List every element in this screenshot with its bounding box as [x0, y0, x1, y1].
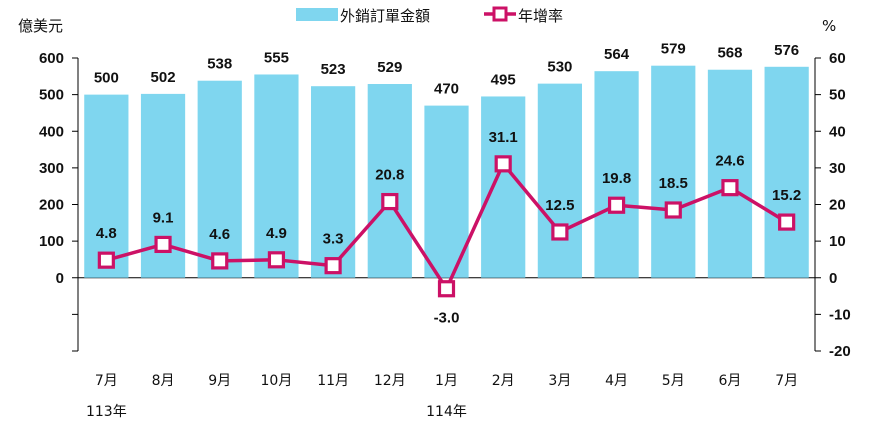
line-marker	[607, 196, 626, 214]
category-label: 7月	[775, 373, 798, 389]
line-value-label: 18.5	[659, 175, 688, 192]
legend-line-label: 年增率	[518, 7, 563, 25]
line-value-label: -3.0	[434, 310, 460, 327]
bar	[481, 96, 526, 278]
line-marker	[721, 179, 739, 197]
right-tick-label: 40	[829, 123, 846, 140]
line-value-label: 12.5	[545, 197, 574, 214]
left-tick-label: 500	[39, 87, 64, 104]
right-tick-label: 0	[829, 270, 837, 287]
legend-bar-swatch	[296, 8, 338, 21]
bar-value-label: 470	[434, 81, 459, 98]
bar-value-label: 568	[717, 45, 742, 62]
line-value-label: 15.2	[772, 187, 801, 204]
right-tick-label: -10	[829, 306, 851, 323]
category-label: 10月	[261, 373, 293, 389]
line-marker	[381, 192, 399, 211]
legend-bar-label: 外銷訂單金額	[340, 7, 430, 25]
category-label: 5月	[662, 373, 685, 389]
left-tick-label: 0	[56, 270, 64, 287]
legend: 外銷訂單金額 年增率	[296, 6, 563, 25]
category-label: 4月	[605, 373, 628, 389]
bar-value-label: 538	[207, 56, 232, 73]
bar	[651, 65, 696, 278]
line-series	[97, 155, 796, 298]
bar	[537, 83, 582, 278]
line-marker	[211, 252, 229, 270]
category-label: 7月	[95, 373, 118, 389]
category-labels: 7月 8月 9月 10月 11月 12月 1月 2月 3月 4月 5月 6月 7月 113年 114年	[86, 373, 798, 420]
category-label: 3月	[548, 373, 571, 389]
line-marker	[154, 235, 172, 254]
legend-line-marker	[492, 6, 508, 22]
category-label: 6月	[719, 373, 742, 389]
year-label: 113年	[86, 404, 127, 420]
bar	[84, 94, 129, 278]
category-label: 8月	[152, 373, 175, 389]
bar	[594, 71, 639, 278]
line-marker	[494, 155, 512, 173]
bar-value-label: 579	[661, 41, 686, 58]
category-label: 11月	[317, 373, 349, 389]
bar-value-label: 555	[264, 49, 289, 66]
left-tick-label: 300	[39, 160, 64, 177]
right-tick-label: 30	[829, 160, 846, 177]
line-marker	[267, 251, 286, 269]
axes: 0 100 200 300 400 500 600 -20 -10 0 10 20 30 40 50 60	[39, 50, 851, 360]
bar-value-label: 529	[377, 59, 402, 76]
bar	[311, 86, 356, 278]
bar	[424, 105, 469, 278]
right-tick-label: 20	[829, 197, 846, 214]
line-marker	[97, 251, 115, 269]
line-value-label: 31.1	[489, 129, 518, 146]
line-marker	[664, 201, 682, 219]
left-tick-label: 400	[39, 123, 64, 140]
bar	[254, 74, 299, 278]
bar-value-label: 523	[321, 61, 346, 78]
bar-value-label: 576	[774, 42, 799, 59]
line-marker	[778, 213, 796, 231]
bar	[707, 69, 753, 278]
right-tick-label: 60	[829, 50, 846, 67]
category-label: 1月	[435, 373, 458, 389]
left-tick-label: 600	[39, 50, 64, 67]
bar	[764, 66, 809, 278]
right-tick-label: -20	[829, 343, 851, 360]
line-value-label: 20.8	[375, 167, 404, 184]
bar-value-label: 495	[491, 71, 516, 88]
line-value-label: 24.6	[715, 153, 744, 170]
line-marker	[437, 280, 456, 298]
right-tick-label: 10	[829, 233, 846, 250]
line-value-label: 4.8	[96, 225, 117, 242]
line-marker	[551, 223, 569, 241]
data-labels: 500 502 538 555 523 529 470 495 530 564 579 568 576 4…	[94, 41, 801, 327]
left-axis-unit-label: 億美元	[18, 17, 63, 35]
category-label: 12月	[374, 373, 406, 389]
right-axis-unit-label: %	[822, 17, 836, 35]
line-value-label: 4.6	[209, 226, 230, 243]
category-label: 9月	[208, 373, 231, 389]
line-value-label: 3.3	[323, 231, 344, 248]
year-label: 114年	[426, 404, 467, 420]
line-marker	[324, 257, 342, 275]
left-tick-label: 200	[39, 197, 64, 214]
bar-value-label: 530	[547, 59, 572, 76]
bar	[197, 80, 242, 278]
right-tick-label: 50	[829, 87, 846, 104]
bar-value-label: 502	[151, 69, 176, 86]
category-label: 2月	[492, 373, 515, 389]
bar-value-label: 500	[94, 70, 119, 87]
line-value-label: 9.1	[153, 209, 174, 226]
line-value-label: 4.9	[266, 225, 287, 242]
bar	[367, 84, 412, 278]
bar-value-label: 564	[604, 46, 630, 63]
bars	[84, 65, 809, 278]
line-value-label: 19.8	[602, 170, 631, 187]
left-tick-label: 100	[39, 233, 64, 250]
